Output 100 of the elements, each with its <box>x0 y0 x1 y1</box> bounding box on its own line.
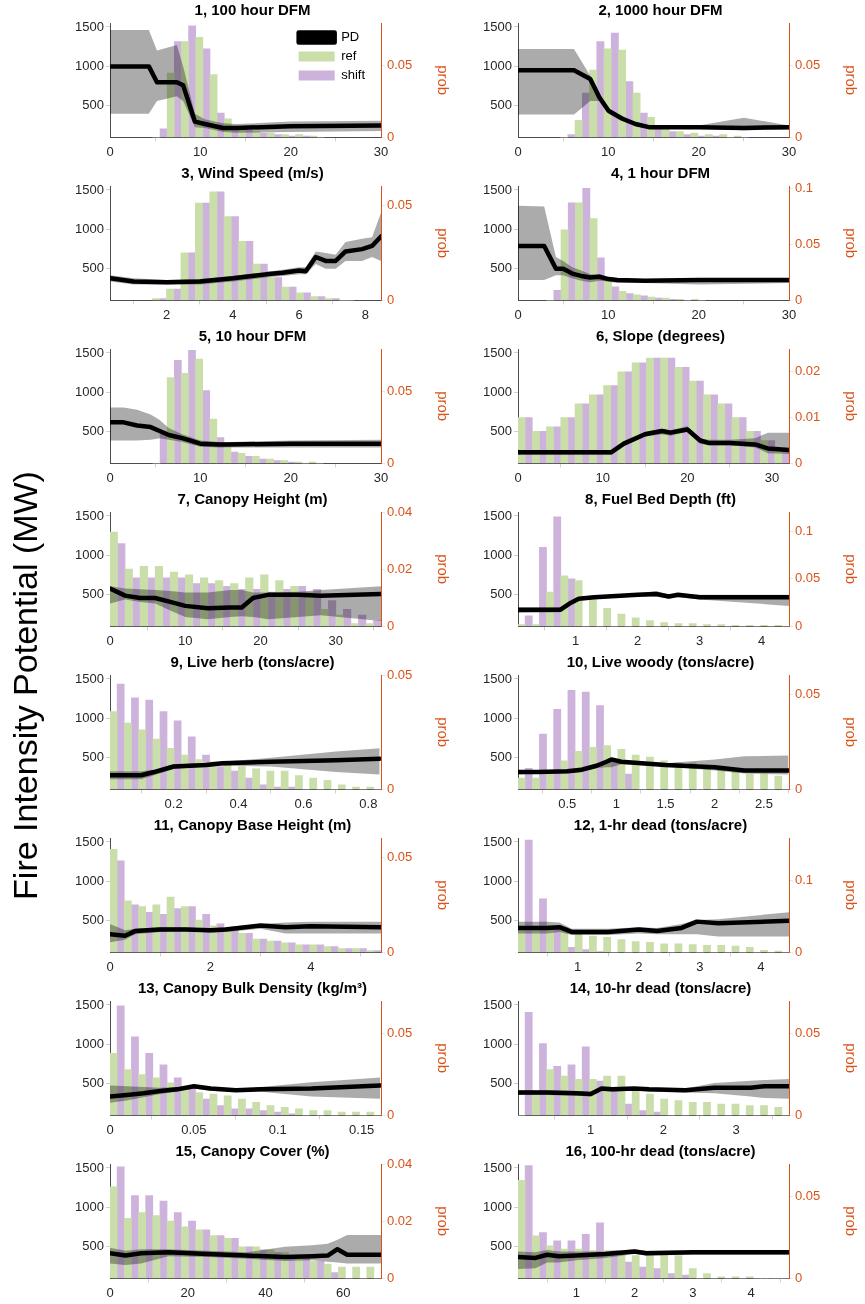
chart-title: 16, 100-hr dead (tons/acre) <box>565 1142 756 1160</box>
y2-tick-label: 0.05 <box>387 848 413 864</box>
chart-title: 14, 10-hr dead (tons/acre) <box>569 979 752 997</box>
y-tick-label: 1500 <box>75 670 104 686</box>
y2-axis-title: prob <box>434 554 452 585</box>
y2-tick-label: 0 <box>795 943 803 959</box>
x-tick-label: 0 <box>106 632 114 648</box>
x-tick-label: 0.15 <box>349 1121 375 1137</box>
y-tick-label: 500 <box>82 423 104 439</box>
y-tick-label: 1500 <box>75 344 104 360</box>
y2-tick-label: 0.04 <box>387 1155 413 1171</box>
y2-tick-label: 0.04 <box>387 503 413 519</box>
y2-tick-label: 0.05 <box>387 1025 413 1041</box>
y2-axis-title: prob <box>434 1043 452 1074</box>
x-tick-label: 4 <box>758 632 766 648</box>
y2-tick-label: 0 <box>387 943 395 959</box>
chart-title: 8, Fuel Bed Depth (ft) <box>585 490 736 508</box>
y2-tick-label: 0 <box>795 1106 803 1122</box>
x-tick-label: 2.5 <box>754 795 773 811</box>
y2-axis-title: prob <box>842 1043 860 1074</box>
y2-tick-label: 0.05 <box>387 57 413 73</box>
x-tick-label: 20 <box>283 469 298 485</box>
y2-tick-label: 0 <box>387 454 395 470</box>
y2-tick-label: 0.01 <box>795 409 821 425</box>
y-tick-label: 500 <box>82 912 104 928</box>
x-tick-label: 0 <box>106 1284 114 1300</box>
x-tick-label: 0.5 <box>558 795 577 811</box>
x-tick-label: 2 <box>711 795 719 811</box>
x-tick-label: 0 <box>106 958 114 974</box>
x-tick-label: 30 <box>781 143 797 159</box>
x-tick-label: 3 <box>696 958 704 974</box>
x-tick-label: 1 <box>587 1121 595 1137</box>
y2-tick-label: 0 <box>795 128 803 144</box>
y-tick-label: 1500 <box>483 833 512 849</box>
x-tick-label: 20 <box>283 143 298 159</box>
y2-tick-label: 0.05 <box>795 235 821 251</box>
x-tick-label: 0.6 <box>294 795 313 811</box>
x-tick-label: 4 <box>757 958 765 974</box>
y-tick-label: 1000 <box>75 872 104 888</box>
chart-title: 9, Live herb (tons/acre) <box>170 653 335 671</box>
chart-title: 4, 1 hour DFM <box>610 164 711 182</box>
y2-tick-label: 0.05 <box>795 570 821 586</box>
x-tick-label: 0 <box>106 469 114 485</box>
chart-title: 7, Canopy Height (m) <box>177 490 328 508</box>
y-tick-label: 1500 <box>483 1159 512 1175</box>
chart-title: 11, Canopy Base Height (m) <box>153 816 352 834</box>
x-tick-label: 2 <box>659 1121 667 1137</box>
y-tick-label: 500 <box>82 749 104 765</box>
y2-tick-label: 0 <box>387 1269 395 1285</box>
y-tick-label: 1000 <box>483 383 512 399</box>
y2-tick-label: 0.05 <box>795 685 821 701</box>
y-tick-label: 1000 <box>75 57 104 73</box>
y2-axis-title: prob <box>434 228 452 259</box>
y2-tick-label: 0.1 <box>795 872 814 888</box>
y2-tick-label: 0.1 <box>795 179 814 195</box>
y2-axis-title: prob <box>434 880 452 911</box>
x-tick-label: 60 <box>336 1284 351 1300</box>
x-tick-label: 6 <box>295 306 303 322</box>
y-tick-label: 1000 <box>75 546 104 562</box>
y-tick-label: 1500 <box>483 670 512 686</box>
x-tick-label: 10 <box>595 469 610 485</box>
x-tick-label: 10 <box>178 632 193 648</box>
y-tick-label: 1500 <box>483 181 512 197</box>
y-tick-label: 1500 <box>483 344 512 360</box>
y-tick-label: 1000 <box>75 1035 104 1051</box>
y-tick-label: 1000 <box>75 220 104 236</box>
y2-tick-label: 0.02 <box>387 560 413 576</box>
y2-axis-title: prob <box>434 391 452 422</box>
y2-tick-label: 0 <box>795 291 803 307</box>
x-tick-label: 0.4 <box>229 795 248 811</box>
y-tick-label: 1000 <box>483 546 512 562</box>
x-tick-label: 40 <box>258 1284 273 1300</box>
chart-title: 2, 1000 hour DFM <box>598 1 723 19</box>
x-tick-label: 0.2 <box>164 795 183 811</box>
y-axis-title: Fire Intensity Potential (MW) <box>5 470 45 900</box>
x-tick-label: 0.1 <box>268 1121 287 1137</box>
y-tick-label: 500 <box>490 912 512 928</box>
y-tick-label: 1500 <box>75 1159 104 1175</box>
chart-title: 15, Canopy Cover (%) <box>175 1142 330 1160</box>
x-tick-label: 30 <box>764 469 780 485</box>
chart-title: 3, Wind Speed (m/s) <box>181 164 324 182</box>
y2-tick-label: 0.1 <box>795 522 814 538</box>
y-tick-label: 500 <box>82 586 104 602</box>
x-tick-label: 0 <box>514 306 522 322</box>
y-tick-label: 1500 <box>75 833 104 849</box>
y-tick-label: 500 <box>82 260 104 276</box>
y2-tick-label: 0.05 <box>795 1188 821 1204</box>
y-tick-label: 500 <box>82 97 104 113</box>
x-tick-label: 30 <box>781 306 797 322</box>
y2-tick-label: 0 <box>387 291 395 307</box>
x-tick-label: 20 <box>691 306 706 322</box>
y2-tick-label: 0.05 <box>387 666 413 682</box>
x-tick-label: 8 <box>361 306 370 322</box>
x-tick-label: 1.5 <box>656 795 675 811</box>
y-tick-label: 500 <box>490 1238 512 1254</box>
chart-title: 12, 1-hr dead (tons/acre) <box>573 816 748 834</box>
y2-tick-label: 0.02 <box>795 363 821 379</box>
x-tick-label: 2 <box>630 1284 639 1300</box>
y-tick-label: 1500 <box>483 996 512 1012</box>
y-tick-label: 1500 <box>75 181 104 197</box>
